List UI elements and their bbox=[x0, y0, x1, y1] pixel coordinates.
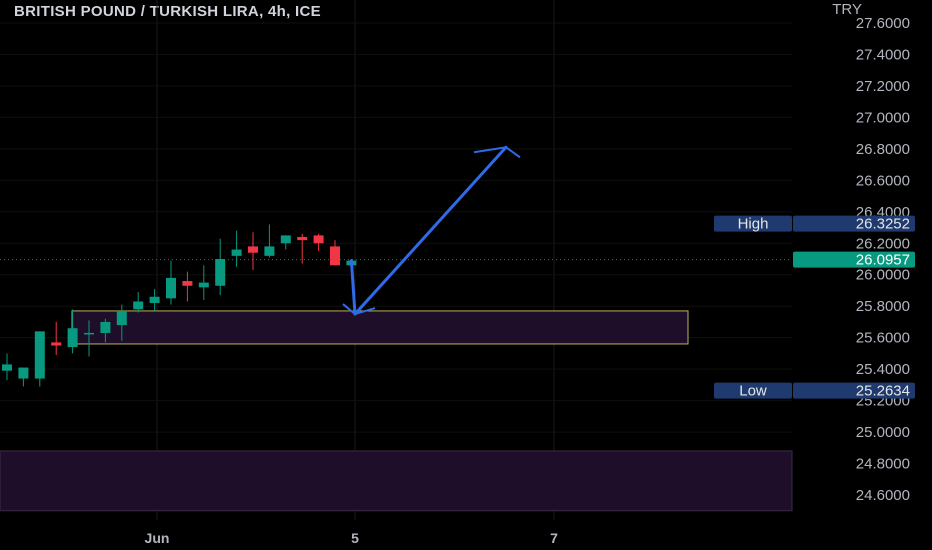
lower-zone bbox=[0, 450, 793, 512]
candle bbox=[248, 232, 258, 271]
candle bbox=[18, 367, 29, 387]
zones-layer bbox=[0, 310, 793, 512]
low-label: Low bbox=[739, 383, 767, 400]
candle-body bbox=[297, 236, 308, 241]
price-tags: High 26.3252 Low 25.2634 26.0957 bbox=[714, 215, 915, 400]
arrowhead-down bbox=[342, 303, 376, 316]
price-tick-label: 25.0000 bbox=[856, 424, 910, 441]
candle bbox=[2, 353, 12, 381]
price-tick-label: 26.8000 bbox=[856, 141, 910, 158]
candle bbox=[133, 292, 144, 313]
price-tick-label: 25.6000 bbox=[856, 330, 910, 347]
candle-body bbox=[264, 246, 275, 256]
candle bbox=[84, 320, 94, 357]
candle bbox=[182, 271, 193, 302]
demand-zone bbox=[71, 310, 689, 345]
price-tick-label: 27.2000 bbox=[856, 78, 910, 95]
candle bbox=[149, 288, 160, 311]
candle-body bbox=[330, 246, 340, 266]
chart-title: BRITISH POUND / TURKISH LIRA, 4h, ICE bbox=[14, 3, 321, 20]
price-tick-label: 26.6000 bbox=[856, 172, 910, 189]
candle-body bbox=[84, 332, 94, 335]
candle-body bbox=[34, 331, 45, 379]
candle bbox=[280, 235, 291, 250]
candle-body bbox=[166, 277, 176, 299]
candle bbox=[116, 304, 127, 341]
candle bbox=[264, 224, 275, 258]
price-tick-label: 25.4000 bbox=[856, 361, 910, 378]
candle-body bbox=[2, 364, 12, 371]
time-axis[interactable]: Jun 5 7 bbox=[145, 530, 559, 546]
price-tick-label: 24.6000 bbox=[856, 487, 910, 504]
projection-arrow bbox=[342, 145, 521, 316]
price-tick-label: 27.4000 bbox=[856, 46, 910, 63]
candle-body bbox=[231, 249, 242, 256]
price-tick-label: 26.0000 bbox=[856, 267, 910, 284]
price-tick-label: 26.2000 bbox=[856, 235, 910, 252]
price-tick-label: 27.0000 bbox=[856, 109, 910, 126]
high-label: High bbox=[738, 216, 769, 233]
candle-body bbox=[100, 321, 111, 333]
candle-body bbox=[248, 246, 258, 253]
candle-body bbox=[182, 281, 193, 286]
time-tick-label: Jun bbox=[145, 530, 170, 546]
price-tick-label: 25.8000 bbox=[856, 298, 910, 315]
low-value-box bbox=[793, 382, 915, 399]
candle bbox=[330, 240, 340, 266]
candle bbox=[198, 265, 209, 300]
candle-body bbox=[67, 328, 78, 348]
candle bbox=[313, 233, 324, 252]
candle bbox=[51, 321, 62, 355]
candle bbox=[297, 233, 308, 264]
candle bbox=[67, 309, 78, 354]
high-value-box bbox=[793, 215, 915, 232]
currency-label: TRY bbox=[832, 1, 862, 18]
high-value: 26.3252 bbox=[856, 216, 910, 233]
last-price-value: 26.0957 bbox=[856, 252, 910, 269]
candle-body bbox=[280, 235, 291, 244]
candle-body bbox=[18, 367, 29, 379]
candle-body bbox=[215, 259, 226, 286]
time-tick-label: 7 bbox=[550, 530, 558, 546]
candle-body bbox=[51, 342, 62, 346]
last-price-value-box bbox=[793, 251, 915, 268]
time-tick-label: 5 bbox=[351, 530, 359, 546]
candle bbox=[34, 331, 45, 387]
candle bbox=[231, 230, 242, 267]
candle-body bbox=[116, 310, 127, 326]
arrowhead-up bbox=[473, 146, 521, 159]
low-value: 25.2634 bbox=[856, 383, 910, 400]
high-label-box bbox=[714, 215, 792, 232]
chart-grid bbox=[0, 0, 792, 520]
candle-body bbox=[198, 282, 209, 288]
price-tick-label: 27.6000 bbox=[856, 15, 910, 32]
candles-layer bbox=[2, 224, 357, 387]
price-tick-label: 24.8000 bbox=[856, 456, 910, 473]
candle-body bbox=[313, 235, 324, 244]
candle-body bbox=[133, 301, 144, 310]
candle bbox=[100, 318, 111, 343]
candle bbox=[215, 238, 226, 296]
candle bbox=[166, 260, 176, 305]
low-label-box bbox=[714, 382, 792, 399]
projection-line bbox=[349, 145, 508, 316]
candle-body bbox=[149, 296, 160, 304]
